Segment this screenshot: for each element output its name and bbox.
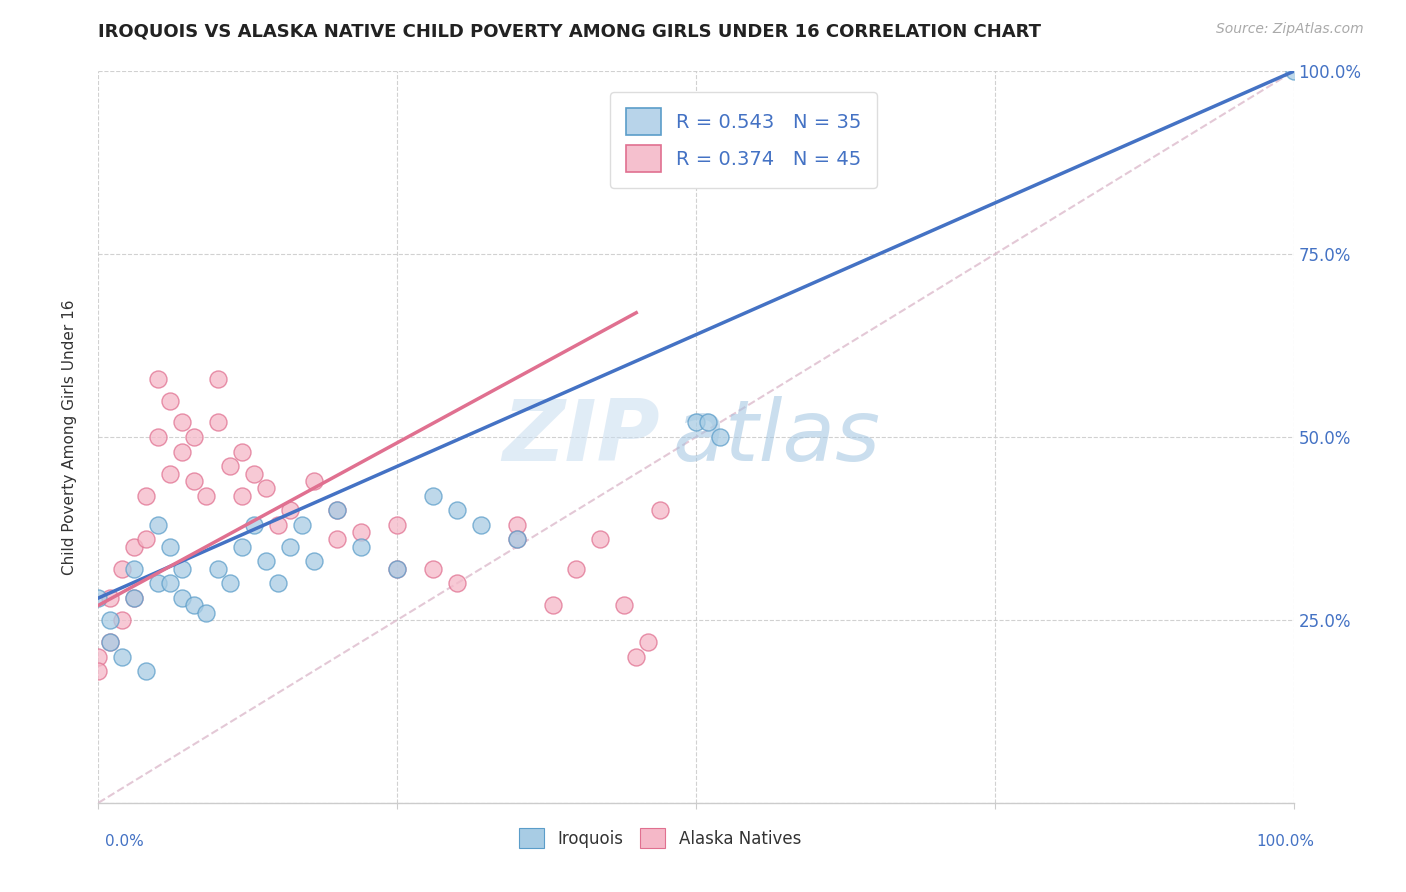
Point	[243, 517, 266, 532]
Point	[183, 430, 205, 444]
Point	[172, 416, 194, 430]
Point	[506, 533, 529, 547]
Point	[267, 576, 290, 591]
Point	[446, 576, 468, 591]
Point	[148, 517, 170, 532]
Point	[267, 517, 290, 532]
Point	[159, 467, 181, 481]
Text: ZIP: ZIP	[502, 395, 661, 479]
Point	[195, 606, 218, 620]
Point	[385, 562, 409, 576]
Point	[506, 517, 529, 532]
Point	[172, 591, 194, 605]
Point	[422, 489, 444, 503]
Point	[207, 416, 229, 430]
Text: Source: ZipAtlas.com: Source: ZipAtlas.com	[1216, 22, 1364, 37]
Text: IROQUOIS VS ALASKA NATIVE CHILD POVERTY AMONG GIRLS UNDER 16 CORRELATION CHART: IROQUOIS VS ALASKA NATIVE CHILD POVERTY …	[98, 22, 1042, 40]
Point	[98, 635, 122, 649]
Point	[111, 562, 134, 576]
Legend: Iroquois, Alaska Natives: Iroquois, Alaska Natives	[510, 820, 810, 856]
Point	[148, 371, 170, 385]
Point	[195, 489, 218, 503]
Point	[565, 562, 588, 576]
Point	[685, 416, 707, 430]
Point	[124, 591, 146, 605]
Point	[87, 664, 110, 678]
Y-axis label: Child Poverty Among Girls Under 16: Child Poverty Among Girls Under 16	[62, 300, 77, 574]
Point	[613, 599, 636, 613]
Point	[350, 540, 373, 554]
Point	[231, 489, 253, 503]
Point	[172, 562, 194, 576]
Text: atlas: atlas	[672, 395, 880, 479]
Point	[278, 540, 301, 554]
Point	[326, 533, 349, 547]
Point	[470, 517, 492, 532]
Point	[350, 525, 373, 540]
Point	[648, 503, 672, 517]
Text: 100.0%: 100.0%	[1257, 834, 1315, 849]
Point	[135, 489, 157, 503]
Point	[98, 591, 122, 605]
Point	[207, 371, 229, 385]
Point	[98, 613, 122, 627]
Point	[219, 576, 242, 591]
Point	[385, 517, 409, 532]
Point	[278, 503, 301, 517]
Point	[87, 649, 110, 664]
Point	[98, 635, 122, 649]
Point	[291, 517, 314, 532]
Point	[135, 664, 157, 678]
Point	[302, 474, 325, 488]
Point	[159, 393, 181, 408]
Point	[124, 591, 146, 605]
Point	[626, 649, 648, 664]
Point	[148, 576, 170, 591]
Point	[1282, 64, 1305, 78]
Point	[207, 562, 229, 576]
Point	[111, 613, 134, 627]
Point	[302, 554, 325, 568]
Point	[422, 562, 444, 576]
Point	[385, 562, 409, 576]
Point	[135, 533, 157, 547]
Point	[219, 459, 242, 474]
Point	[87, 591, 110, 605]
Point	[709, 430, 731, 444]
Point	[326, 503, 349, 517]
Point	[111, 649, 134, 664]
Point	[589, 533, 612, 547]
Point	[183, 474, 205, 488]
Text: 0.0%: 0.0%	[105, 834, 145, 849]
Point	[183, 599, 205, 613]
Point	[172, 444, 194, 458]
Point	[506, 533, 529, 547]
Point	[637, 635, 659, 649]
Point	[124, 540, 146, 554]
Point	[159, 540, 181, 554]
Point	[697, 416, 720, 430]
Point	[326, 503, 349, 517]
Point	[159, 576, 181, 591]
Point	[446, 503, 468, 517]
Point	[231, 540, 253, 554]
Point	[254, 481, 277, 495]
Point	[243, 467, 266, 481]
Point	[148, 430, 170, 444]
Point	[124, 562, 146, 576]
Point	[541, 599, 564, 613]
Point	[231, 444, 253, 458]
Point	[254, 554, 277, 568]
